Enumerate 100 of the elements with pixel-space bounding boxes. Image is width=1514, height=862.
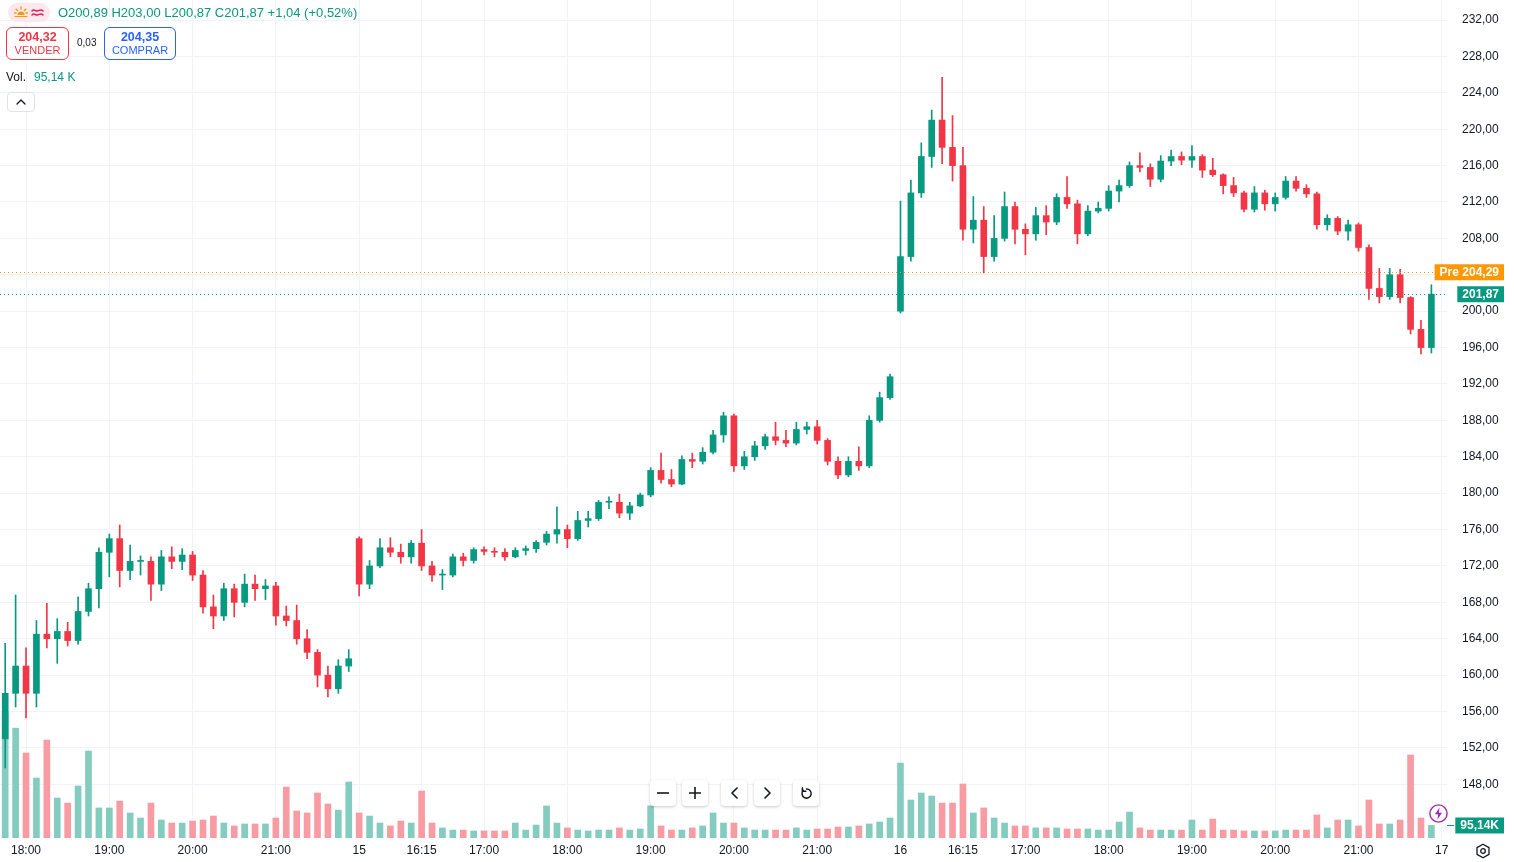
candlestick <box>168 546 176 570</box>
x-tick-label: 19:00 <box>635 842 666 857</box>
bar <box>1219 829 1227 838</box>
bar <box>720 822 727 838</box>
bar <box>522 829 530 838</box>
bar <box>845 826 852 838</box>
bar <box>43 739 51 838</box>
bar <box>793 827 800 838</box>
x-tick-label: 21:00 <box>260 842 292 857</box>
bar <box>262 823 269 838</box>
bar <box>1199 829 1206 838</box>
x-tick-label: 16 <box>893 842 908 857</box>
bar <box>397 820 405 838</box>
bar <box>459 829 467 838</box>
bar <box>230 825 238 838</box>
sell-button: 204,32 VENDER <box>6 27 69 60</box>
x-tick-label: 17 <box>1435 842 1449 857</box>
candlestick <box>53 618 61 664</box>
bar <box>740 827 748 838</box>
bar <box>824 828 831 838</box>
bar <box>1407 754 1414 838</box>
bar <box>491 830 498 838</box>
annotation: 0,03 <box>77 37 97 48</box>
annotation: 95,14 K <box>34 70 76 84</box>
ref-line-label: Pre 204,29 <box>1439 264 1500 279</box>
bar <box>803 829 811 838</box>
bar <box>335 809 342 838</box>
annotation: Vol. <box>6 70 27 84</box>
bar <box>178 822 186 838</box>
bar <box>282 786 290 838</box>
buy-button: 204,35 COMPRAR <box>104 27 176 60</box>
candlestick <box>1136 152 1144 173</box>
bar <box>970 812 977 838</box>
bar <box>1042 827 1050 838</box>
x-tick-label: 20:00 <box>177 842 208 857</box>
bar <box>511 822 519 838</box>
bar <box>1074 828 1081 838</box>
y-tick-label: 160,00 <box>1462 667 1500 682</box>
bar <box>439 827 446 838</box>
bar <box>293 810 301 838</box>
bar <box>314 792 321 838</box>
bar <box>688 827 696 838</box>
bar <box>980 807 988 838</box>
y-tick-label: 148,00 <box>1462 776 1500 791</box>
y-tick-label: 228,00 <box>1462 48 1500 63</box>
x-tick-label: 20:00 <box>1260 842 1291 857</box>
bar <box>595 829 602 838</box>
bar <box>85 750 92 838</box>
bar <box>949 802 956 838</box>
bar <box>543 805 550 838</box>
bar <box>1251 830 1258 838</box>
bar <box>772 829 779 838</box>
y-tick-label: 180,00 <box>1462 485 1500 500</box>
y-tick-label: 188,00 <box>1462 412 1500 427</box>
bar <box>1386 823 1394 838</box>
bar <box>116 800 124 838</box>
y-tick-label: 156,00 <box>1462 703 1500 718</box>
y-tick-label: 208,00 <box>1462 230 1500 245</box>
bar <box>418 790 425 838</box>
x-tick-label: 21:00 <box>1343 842 1374 857</box>
bar <box>865 823 873 838</box>
y-tick-label: 164,00 <box>1462 631 1500 646</box>
x-tick-label: 21:00 <box>802 842 833 857</box>
y-tick-label: 220,00 <box>1462 121 1500 136</box>
bar <box>668 829 675 838</box>
candlestick <box>688 452 696 469</box>
bar <box>1094 829 1102 838</box>
y-tick-label: 152,00 <box>1462 740 1500 755</box>
bar <box>345 781 353 838</box>
annotation: COMPRAR <box>111 43 169 57</box>
x-tick-label: 18:00 <box>552 842 583 857</box>
bar <box>53 797 61 838</box>
annotation: 204,35 <box>120 29 160 44</box>
x-tick-label: 16:15 <box>947 842 979 857</box>
x-tick-label: 18:00 <box>1093 842 1125 857</box>
bar <box>1126 811 1133 838</box>
ref-line-label: 201,87 <box>1462 286 1500 301</box>
bar <box>168 822 176 838</box>
bar <box>1355 825 1362 838</box>
bar <box>1282 829 1289 838</box>
bar <box>1105 829 1112 838</box>
y-tick-label: 224,00 <box>1462 85 1500 100</box>
bar <box>1376 823 1383 838</box>
candlestick <box>1209 157 1217 177</box>
bar <box>1032 827 1040 838</box>
bar <box>105 807 113 838</box>
bar <box>564 827 571 838</box>
bar <box>210 815 217 838</box>
y-tick-label: 168,00 <box>1462 594 1500 609</box>
bar <box>1178 829 1185 838</box>
x-tick-label: 17:00 <box>469 842 500 857</box>
candlestick <box>605 496 613 509</box>
bar <box>1230 829 1237 838</box>
y2-tick-label: 95,14K <box>1460 818 1500 833</box>
bar <box>470 830 477 838</box>
bar <box>1303 829 1310 838</box>
bar <box>64 802 71 838</box>
bar <box>699 825 707 838</box>
y-tick-label: 200,00 <box>1462 303 1500 318</box>
x-tick-label: 19:00 <box>94 842 125 857</box>
